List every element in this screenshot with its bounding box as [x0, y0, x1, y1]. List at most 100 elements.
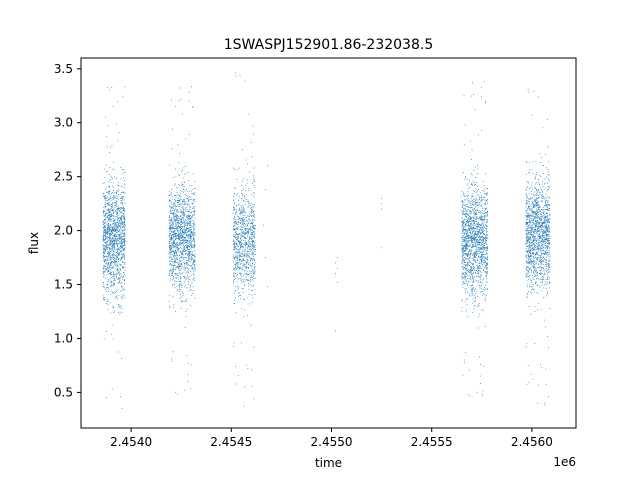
data-point — [250, 233, 252, 235]
data-point — [465, 250, 466, 252]
data-point — [236, 267, 238, 269]
data-point — [242, 215, 244, 216]
data-point — [180, 257, 182, 259]
data-point — [483, 236, 485, 238]
data-point — [470, 223, 472, 225]
data-point — [121, 287, 123, 289]
data-point — [107, 291, 109, 292]
data-point — [124, 225, 126, 227]
data-point — [184, 236, 186, 238]
data-point — [104, 229, 106, 231]
data-point — [107, 257, 108, 259]
data-point — [189, 251, 191, 253]
data-point — [483, 243, 485, 244]
data-point — [465, 265, 467, 267]
data-point — [467, 284, 468, 286]
data-point — [244, 80, 246, 82]
data-point — [186, 240, 188, 241]
data-point — [472, 236, 474, 238]
data-point — [183, 217, 185, 219]
data-point — [177, 229, 179, 231]
data-point — [250, 215, 252, 217]
data-point — [469, 202, 471, 204]
data-point — [107, 264, 109, 266]
data-point — [176, 246, 178, 248]
data-point — [170, 256, 172, 258]
data-point — [236, 265, 238, 267]
data-point — [481, 130, 483, 131]
data-point — [120, 239, 122, 241]
data-point — [182, 219, 184, 221]
data-point — [461, 250, 463, 252]
data-point — [194, 245, 196, 247]
data-point — [175, 233, 177, 235]
data-point — [463, 204, 465, 206]
data-point — [485, 200, 487, 202]
data-point — [108, 213, 110, 215]
data-point — [168, 272, 170, 274]
data-point — [470, 200, 472, 202]
data-point — [114, 240, 116, 242]
data-point — [123, 187, 125, 188]
data-point — [172, 262, 174, 264]
data-point — [247, 248, 249, 249]
data-point — [179, 230, 181, 232]
data-point — [479, 265, 481, 266]
data-point — [180, 243, 182, 245]
data-point — [462, 237, 464, 239]
data-point — [103, 237, 105, 239]
data-point — [117, 248, 119, 250]
data-point — [171, 148, 173, 150]
data-point — [234, 214, 236, 216]
data-point — [471, 257, 473, 259]
data-point — [486, 192, 488, 194]
data-point — [481, 195, 483, 197]
data-point — [113, 282, 115, 284]
data-point — [480, 232, 482, 234]
data-point — [476, 216, 478, 218]
data-point — [236, 262, 238, 264]
data-point — [476, 182, 478, 183]
data-point — [244, 218, 246, 220]
data-point — [254, 233, 256, 235]
data-point — [111, 260, 113, 262]
data-point — [123, 229, 125, 231]
data-point — [187, 228, 188, 229]
data-point — [480, 237, 481, 239]
data-point — [485, 274, 487, 276]
data-point — [465, 247, 467, 248]
data-point — [108, 204, 109, 206]
data-point — [467, 245, 469, 247]
data-point — [104, 231, 106, 233]
data-point — [468, 235, 470, 237]
data-point — [246, 182, 248, 184]
data-point — [108, 232, 109, 234]
data-point — [105, 259, 107, 261]
data-point — [465, 253, 467, 254]
data-point — [192, 226, 194, 228]
data-point — [103, 248, 105, 250]
data-point — [123, 294, 125, 296]
data-point — [467, 218, 469, 220]
data-point — [188, 242, 190, 244]
data-point — [108, 272, 110, 274]
data-point — [174, 184, 175, 186]
data-point — [186, 259, 188, 261]
data-point — [471, 228, 473, 230]
data-point — [247, 259, 249, 261]
data-point — [117, 229, 119, 231]
data-point — [246, 228, 248, 230]
data-point — [470, 247, 472, 248]
data-point — [479, 270, 481, 272]
data-point — [186, 227, 188, 229]
data-point — [246, 268, 247, 269]
data-point — [482, 223, 484, 225]
data-point — [238, 221, 240, 222]
data-point — [111, 241, 113, 243]
data-point — [103, 268, 105, 270]
data-point — [251, 272, 253, 274]
data-point — [463, 236, 465, 238]
data-point — [108, 263, 110, 265]
data-point — [478, 221, 480, 223]
data-point — [123, 221, 125, 223]
